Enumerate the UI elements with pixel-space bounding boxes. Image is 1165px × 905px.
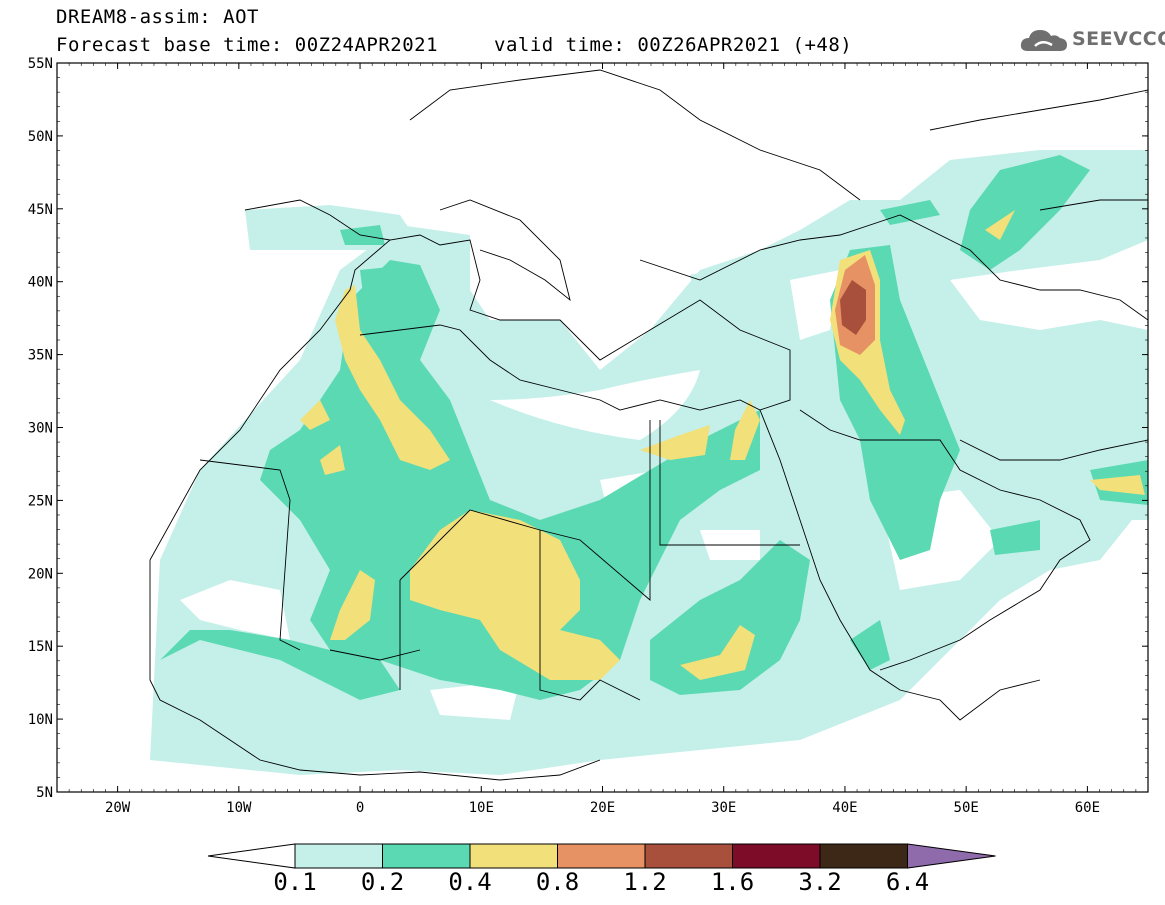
colorbar-label: 0.2 bbox=[360, 868, 405, 896]
lon-label: 60E bbox=[1075, 800, 1100, 816]
colorbar-label: 0.8 bbox=[535, 868, 580, 896]
colorbar-label: 1.2 bbox=[623, 868, 667, 896]
logo-text: SEEVCCC bbox=[1072, 28, 1165, 50]
lon-label: 20W bbox=[105, 800, 131, 816]
lat-label: 15N bbox=[28, 639, 53, 655]
colorbar bbox=[207, 843, 996, 869]
lon-label: 0 bbox=[356, 800, 364, 816]
lon-label: 20E bbox=[590, 800, 615, 816]
lat-label: 45N bbox=[28, 202, 53, 218]
colorbar-segment bbox=[557, 843, 646, 869]
forecast-times: Forecast base time: 00Z24APR2021 valid ti… bbox=[56, 34, 852, 56]
colorbar-segment bbox=[732, 843, 821, 869]
lon-label: 10E bbox=[469, 800, 494, 816]
valid-time: valid time: 00Z26APR2021 (+48) bbox=[494, 34, 853, 56]
lat-label: 25N bbox=[28, 493, 53, 509]
aot-contours bbox=[150, 150, 1148, 792]
colorbar-max-arrow bbox=[907, 843, 996, 869]
colorbar-label: 3.2 bbox=[798, 868, 842, 896]
lon-label: 10W bbox=[226, 800, 252, 816]
base-time: Forecast base time: 00Z24APR2021 bbox=[56, 34, 439, 56]
lat-label: 10N bbox=[28, 712, 53, 728]
colorbar-label: 0.4 bbox=[448, 868, 492, 896]
lat-label: 50N bbox=[28, 129, 53, 145]
aot-clear-areas bbox=[180, 240, 1148, 792]
colorbar-label: 1.6 bbox=[710, 868, 755, 896]
colorbar-min-arrow bbox=[207, 843, 296, 869]
colorbar-segment bbox=[382, 843, 471, 869]
aot-level-0.4 bbox=[300, 210, 1145, 680]
colorbar-segment bbox=[294, 843, 383, 869]
cloud-icon bbox=[1020, 30, 1067, 51]
lat-label: 40N bbox=[28, 275, 53, 291]
map-title: DREAM8-assim: AOT bbox=[56, 6, 259, 28]
lon-label: 40E bbox=[832, 800, 857, 816]
colorbar-label: 0.1 bbox=[273, 868, 317, 896]
seevccc-logo: SEEVCCC bbox=[1018, 24, 1165, 56]
aot-level-1.2 bbox=[840, 280, 866, 335]
colorbar-segment bbox=[469, 843, 558, 869]
lat-label: 35N bbox=[28, 348, 53, 364]
map-axes: 55N 50N 45N 40N 35N 30N 25N 20N 15N 10N 5N 20W 10W 0 1… bbox=[28, 56, 1149, 816]
lat-label: 5N bbox=[36, 785, 53, 801]
lon-label: 30E bbox=[711, 800, 736, 816]
lon-label: 50E bbox=[954, 800, 979, 816]
colorbar-label: 6.4 bbox=[885, 868, 930, 896]
lat-label: 55N bbox=[28, 56, 53, 72]
lat-label: 20N bbox=[28, 566, 53, 582]
colorbar-segment bbox=[819, 843, 908, 869]
lat-label: 30N bbox=[28, 421, 53, 437]
colorbar-segment bbox=[644, 843, 733, 869]
coastlines-borders bbox=[149, 69, 1148, 781]
